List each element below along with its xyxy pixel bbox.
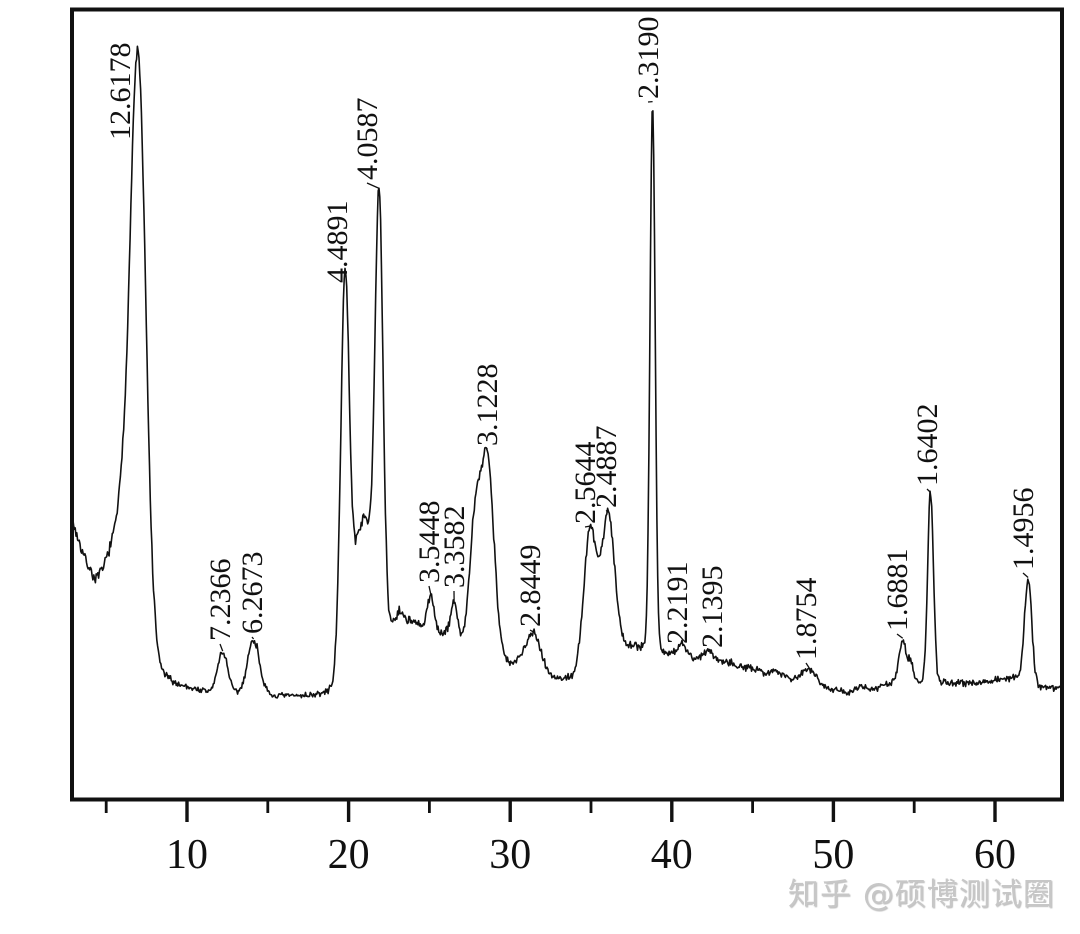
x-tick-label: 60 xyxy=(974,832,1016,878)
peak-d-label: 12.6178 xyxy=(104,43,137,141)
peak-annotations: 12.6178 7.2366 6.2673 4.4891 4.0587 3.54483.3… xyxy=(104,17,1040,669)
peak-d-label: 4.4891 xyxy=(321,201,354,284)
peak-d-label: 3.5448 xyxy=(413,501,446,584)
x-axis-ticks xyxy=(104,800,997,822)
peak-d-label: 2.5644 xyxy=(569,442,602,525)
plot-frame xyxy=(70,7,1064,802)
peak-leader-line xyxy=(219,643,224,652)
peak-leader-line xyxy=(896,633,904,639)
peak-d-label: 2.8449 xyxy=(514,545,547,628)
x-tick-label: 50 xyxy=(812,832,854,878)
peak-leader-line xyxy=(1022,572,1029,578)
peak-d-label: 2.3190 xyxy=(632,17,665,100)
peak-leader-line xyxy=(366,182,380,189)
peak-d-label: 7.2366 xyxy=(204,559,237,642)
peak-leader-line xyxy=(707,648,713,652)
x-tick-label: 40 xyxy=(651,832,693,878)
x-axis-tick-labels: 10 20 30 40 50 60 xyxy=(166,832,1016,878)
peak-d-label: 6.2673 xyxy=(236,552,269,635)
peak-leader-line xyxy=(251,636,255,640)
xrd-trace-path xyxy=(74,45,1060,699)
peak-leader-line xyxy=(805,662,810,669)
peak-d-label: 1.4956 xyxy=(1007,488,1040,571)
peak-d-label: 2.4887 xyxy=(590,426,623,509)
peak-d-label: 4.0587 xyxy=(351,98,384,181)
peak-leader-line xyxy=(605,509,609,512)
diffraction-trace xyxy=(74,45,1060,699)
peak-d-label: 1.8754 xyxy=(790,578,823,661)
x-tick-label: 10 xyxy=(166,832,208,878)
peak-leader-line xyxy=(926,488,931,493)
x-tick-label: 20 xyxy=(328,832,370,878)
peak-d-label: 1.6881 xyxy=(881,549,914,632)
peak-leader-line xyxy=(529,629,534,633)
peak-d-label: 2.1395 xyxy=(696,566,729,649)
peak-d-label: 2.2191 xyxy=(661,562,694,645)
watermark: 知乎 @硕博测试圈 xyxy=(788,877,1055,913)
peak-d-label: 1.6402 xyxy=(911,404,944,487)
peak-d-label: 3.3582 xyxy=(438,506,471,589)
peak-leader-line xyxy=(584,525,591,528)
peak-leader-line xyxy=(428,585,432,596)
peak-d-label: 3.1228 xyxy=(471,364,504,447)
x-tick-label: 30 xyxy=(489,832,531,878)
